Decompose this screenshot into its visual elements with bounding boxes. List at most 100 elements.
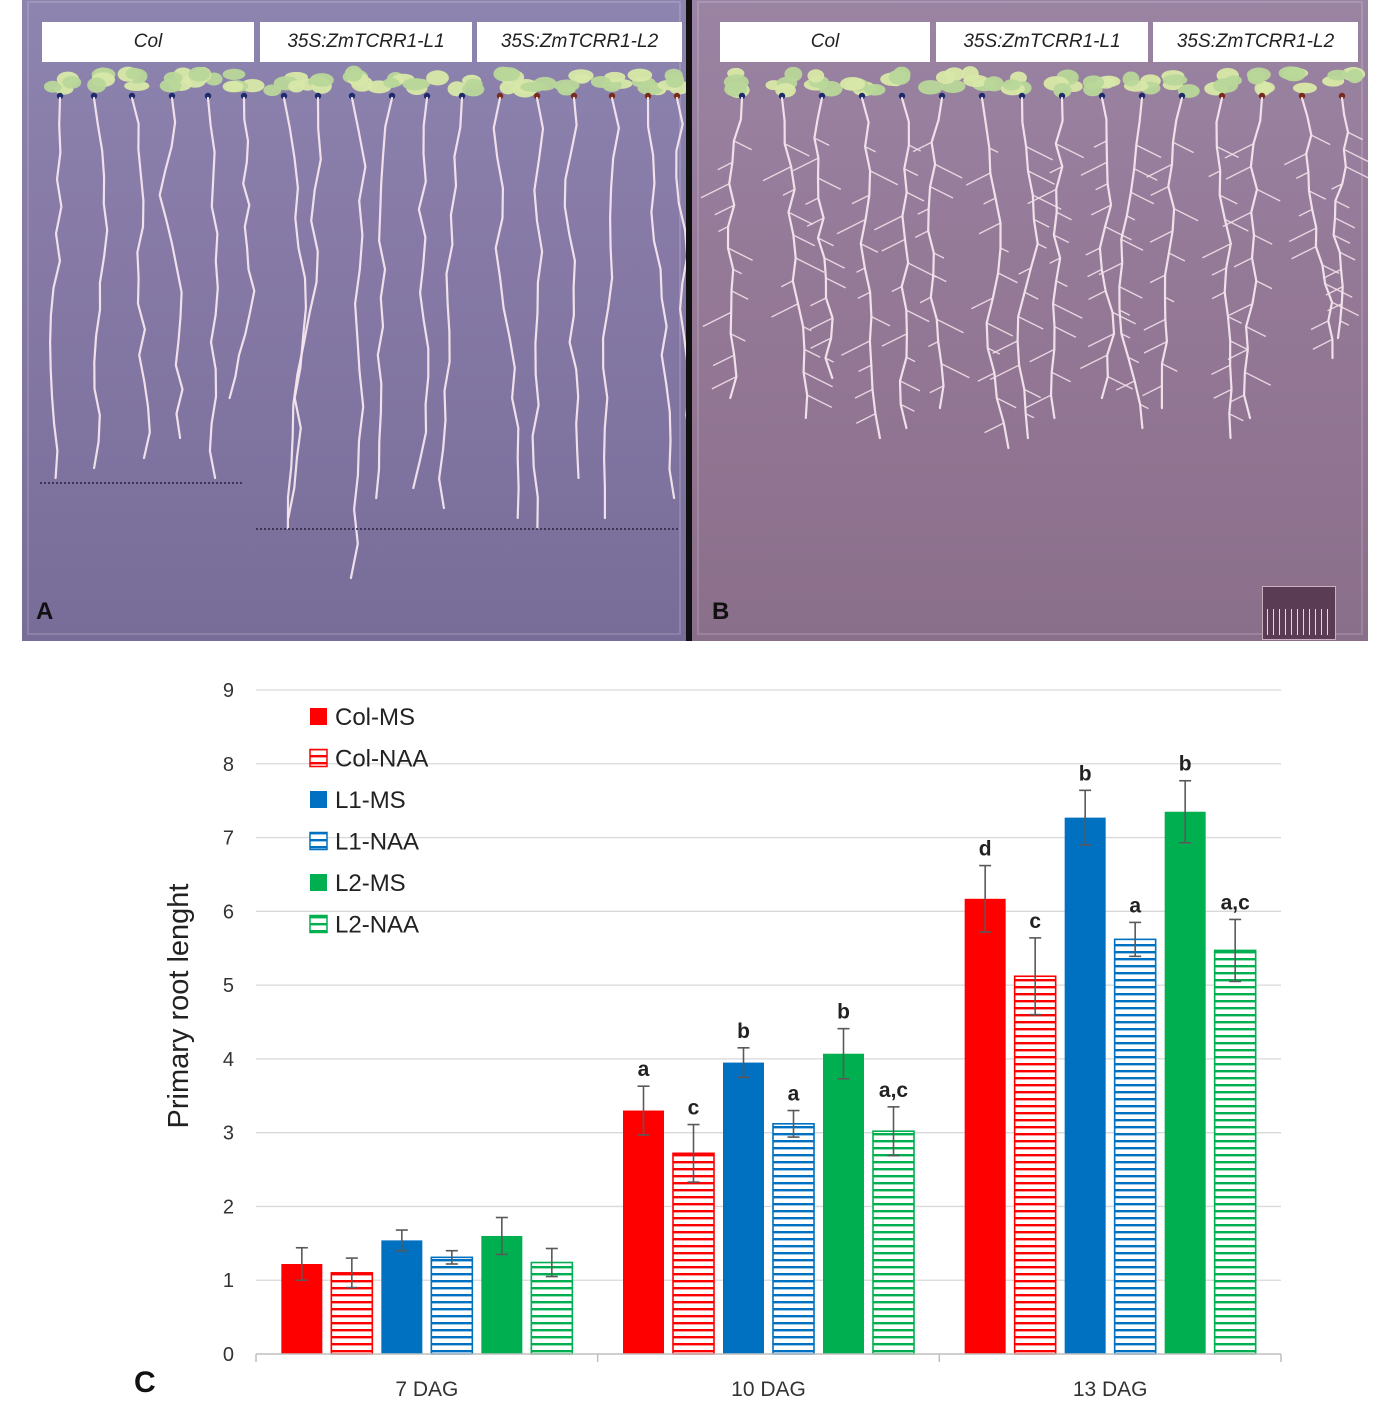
seedling: [1142, 70, 1200, 410]
legend-swatch: [310, 708, 327, 725]
seedling: [627, 68, 676, 500]
bar: [723, 1062, 764, 1354]
legend-label: Col-MS: [335, 704, 415, 731]
significance-letter: a: [788, 1083, 800, 1106]
genotype-label-l1: 35S:ZmTCRR1-L1: [936, 22, 1148, 62]
seedling: [657, 68, 686, 420]
seedling: [87, 67, 116, 470]
seedling: [1201, 67, 1249, 440]
seedling: [222, 68, 265, 400]
bar: [823, 1053, 864, 1354]
seedling: [912, 67, 970, 410]
bar: [964, 898, 1006, 1354]
panel-divider: [686, 0, 692, 641]
bar: [1013, 975, 1057, 1355]
seedling: [366, 71, 415, 500]
significance-letter: b: [1179, 753, 1192, 776]
bar: [530, 1261, 574, 1355]
significance-letter: c: [1029, 910, 1041, 933]
y-tick-label: 9: [223, 680, 234, 702]
seedling: [43, 71, 82, 480]
seedling: [286, 73, 334, 530]
seedling: [762, 66, 833, 420]
seedling: [1098, 71, 1162, 430]
scale-ruler: [1262, 586, 1336, 640]
significance-letter: a: [1129, 894, 1141, 917]
legend-swatch: [309, 748, 328, 768]
bar: [1113, 938, 1157, 1355]
bar-chart: 0 1 2 3 4 5 6 7 8 9 a c b a b a,c d c b a b a,c 7 DAG 10 DAG 1…: [134, 680, 1282, 1401]
bar: [1213, 949, 1257, 1355]
genotype-label-l2: 35S:ZmTCRR1-L2: [477, 22, 682, 62]
bar: [872, 1130, 915, 1355]
y-tick-label: 6: [223, 901, 234, 923]
bar: [1164, 811, 1206, 1354]
photo-panel-b: Col 35S:ZmTCRR1-L1 35S:ZmTCRR1-L2 B: [692, 0, 1368, 641]
significance-letter: d: [979, 838, 992, 861]
significance-letter: a,c: [1221, 891, 1251, 914]
seedling: [158, 67, 194, 440]
seedling: [989, 71, 1062, 440]
y-tick-label: 7: [223, 828, 234, 850]
seedling: [553, 69, 594, 480]
y-tick-label: 4: [223, 1049, 234, 1071]
seedling: [1079, 75, 1137, 400]
genotype-label-col: Col: [42, 22, 254, 62]
legend-label: Col-NAA: [335, 746, 428, 773]
x-category-label: 10 DAG: [731, 1378, 806, 1401]
genotype-label-col: Col: [720, 22, 930, 62]
legend-swatch: [309, 831, 328, 851]
bar: [772, 1123, 815, 1355]
seedling: [792, 69, 847, 380]
genotype-label-l1: 35S:ZmTCRR1-L1: [260, 22, 472, 62]
legend-label: L2-MS: [335, 870, 406, 897]
panel-letter-a: A: [36, 598, 54, 625]
significance-letter: a: [638, 1058, 650, 1081]
legend-label: L1-MS: [335, 787, 406, 814]
seedling: [873, 66, 937, 430]
seedling: [342, 65, 374, 580]
seedling: [1278, 66, 1360, 360]
y-tick-label: 5: [223, 975, 234, 997]
significance-letter: c: [688, 1097, 700, 1120]
seedling: [263, 71, 308, 520]
significance-letter: b: [1079, 762, 1092, 785]
panel-letter-b: B: [712, 598, 730, 625]
seedling: [1025, 69, 1085, 420]
legend-swatch: [309, 914, 328, 934]
seedling: [836, 76, 899, 440]
bar: [672, 1152, 715, 1355]
legend-swatch: [310, 874, 327, 891]
y-tick-label: 1: [223, 1270, 234, 1292]
x-category-label: 13 DAG: [1073, 1378, 1148, 1401]
bar: [623, 1110, 664, 1354]
x-category-label: 7 DAG: [395, 1378, 458, 1401]
bar: [1064, 817, 1106, 1354]
seedling: [437, 74, 485, 510]
y-axis-title: Primary root lenght: [163, 884, 195, 1129]
bar: [381, 1240, 423, 1354]
seedling-roots-image-a: [27, 1, 686, 635]
seedling: [402, 70, 449, 490]
y-tick-label: 2: [223, 1196, 234, 1218]
y-tick-label: 3: [223, 1123, 234, 1145]
genotype-label-l2: 35S:ZmTCRR1-L2: [1153, 22, 1358, 62]
panel-letter-c: C: [134, 1366, 156, 1399]
seedling: [492, 66, 525, 520]
seedling: [117, 66, 151, 460]
seedling: [1322, 67, 1368, 340]
y-tick-label: 8: [223, 754, 234, 776]
significance-letter: b: [837, 1001, 850, 1024]
significance-letter: a,c: [879, 1079, 909, 1102]
seedling: [590, 71, 633, 520]
y-tick-label: 0: [223, 1344, 234, 1366]
legend-label: L2-NAA: [335, 912, 419, 939]
seedling: [961, 66, 1018, 450]
bar: [430, 1256, 474, 1355]
bar: [481, 1235, 523, 1354]
seedling: [512, 76, 557, 530]
seedling: [184, 66, 223, 480]
significance-letter: b: [737, 1020, 750, 1043]
legend-label: L1-NAA: [335, 829, 419, 856]
seedling: [1222, 67, 1281, 420]
